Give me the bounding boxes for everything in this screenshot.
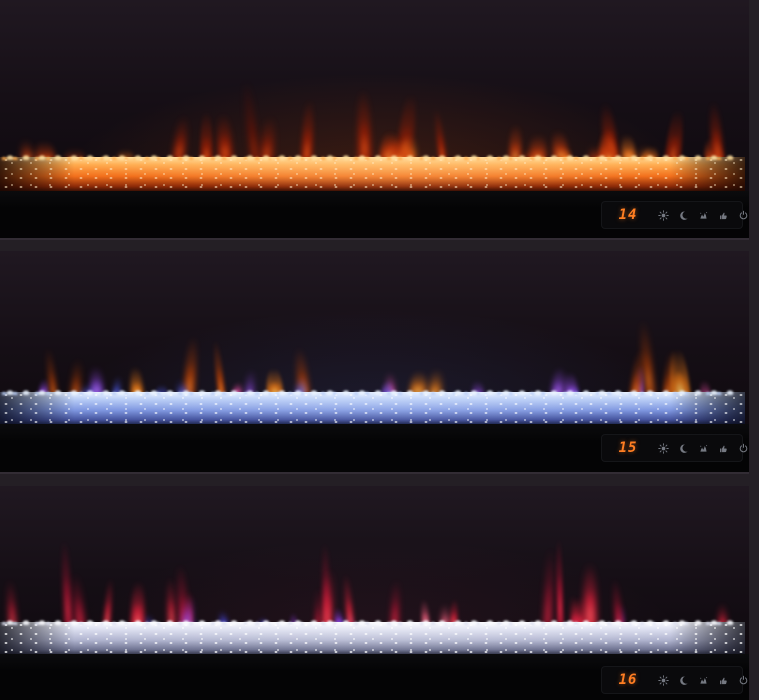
crystal-ember-bed: [0, 622, 745, 655]
fireplace-unit-bottom: 16: [0, 486, 749, 700]
flame-effect-icon[interactable]: [698, 443, 709, 454]
crystal-bed-highlights: [2, 388, 739, 395]
power-icon[interactable]: [738, 443, 749, 454]
power-icon[interactable]: [738, 210, 749, 221]
temperature-readout: 16: [618, 672, 638, 688]
touch-controls: [658, 674, 749, 686]
brightness-sun-icon[interactable]: [658, 442, 669, 454]
crystal-bed-highlights: [2, 618, 739, 625]
brightness-sun-icon[interactable]: [658, 674, 669, 686]
led-display-panel: 16: [601, 666, 748, 694]
front-panel: 14: [0, 191, 749, 238]
led-display-panel: 15: [601, 434, 748, 462]
brightness-sun-icon[interactable]: [658, 209, 669, 221]
power-icon[interactable]: [738, 675, 749, 686]
flame-tongue: [59, 532, 74, 632]
sleep-timer-moon-icon[interactable]: [678, 210, 689, 221]
flame-effect-icon[interactable]: [698, 675, 709, 686]
hand-touch-icon[interactable]: [718, 443, 729, 454]
touch-controls: [658, 442, 749, 454]
led-display-panel: 14: [601, 201, 748, 229]
crystal-ember-bed: [0, 157, 745, 192]
flame-effect-icon[interactable]: [698, 210, 709, 221]
fireplace-unit-middle: 15: [0, 251, 749, 472]
hand-touch-icon[interactable]: [718, 675, 729, 686]
sleep-timer-moon-icon[interactable]: [678, 443, 689, 454]
flame-area: [0, 486, 749, 700]
temperature-readout: 15: [618, 440, 638, 456]
crystal-ember-bed: [0, 392, 745, 425]
flame-tongue: [554, 531, 565, 630]
fireplace-unit-top: 14: [0, 0, 749, 238]
hand-touch-icon[interactable]: [718, 210, 729, 221]
temperature-readout: 14: [618, 207, 638, 223]
front-panel: 16: [0, 654, 749, 700]
sleep-timer-moon-icon[interactable]: [678, 675, 689, 686]
flame-tongue: [583, 557, 597, 632]
front-panel: 15: [0, 424, 749, 472]
crystal-bed-highlights: [2, 153, 739, 160]
touch-controls: [658, 209, 749, 221]
